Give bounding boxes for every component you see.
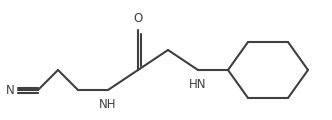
Text: NH: NH	[99, 97, 117, 111]
Text: N: N	[6, 84, 15, 96]
Text: HN: HN	[189, 78, 207, 90]
Text: O: O	[133, 12, 143, 24]
